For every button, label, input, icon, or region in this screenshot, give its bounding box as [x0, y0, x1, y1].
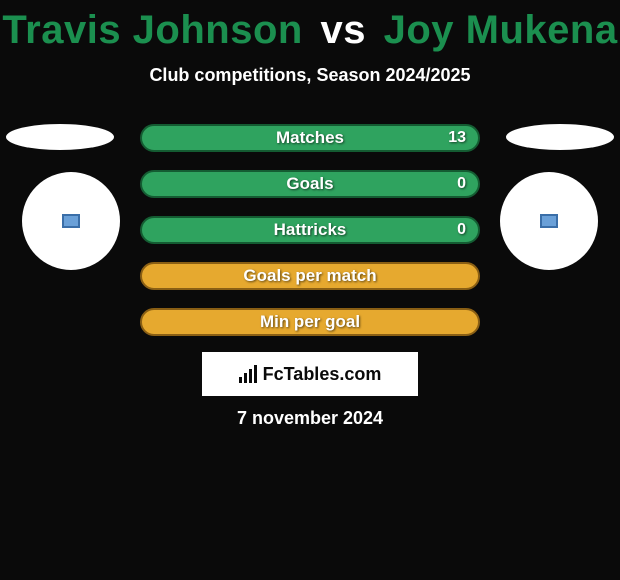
stat-bar-matches: Matches 13 — [140, 124, 480, 152]
stat-label: Min per goal — [260, 312, 360, 332]
snapshot-date: 7 november 2024 — [0, 408, 620, 429]
stat-label: Goals per match — [243, 266, 376, 286]
brand-text: FcTables.com — [263, 364, 382, 385]
subtitle: Club competitions, Season 2024/2025 — [0, 65, 620, 86]
bars-chart-icon — [239, 365, 257, 383]
comparison-title: Travis Johnson vs Joy Mukena — [0, 0, 620, 53]
stats-bars: Matches 13 Goals 0 Hattricks 0 Goals per… — [140, 124, 480, 354]
stat-label: Hattricks — [274, 220, 347, 240]
image-placeholder-icon — [62, 214, 80, 228]
stat-bar-min-per-goal: Min per goal — [140, 308, 480, 336]
ellipse-decor-right — [506, 124, 614, 150]
stat-label: Matches — [276, 128, 344, 148]
stat-label: Goals — [286, 174, 333, 194]
stat-bar-goals-per-match: Goals per match — [140, 262, 480, 290]
image-placeholder-icon — [540, 214, 558, 228]
stat-value: 0 — [457, 221, 466, 239]
player1-avatar-placeholder — [22, 172, 120, 270]
vs-text: vs — [320, 8, 366, 52]
stat-value: 13 — [448, 129, 466, 147]
stat-bar-hattricks: Hattricks 0 — [140, 216, 480, 244]
player2-name: Joy Mukena — [384, 8, 618, 52]
ellipse-decor-left — [6, 124, 114, 150]
branding-box: FcTables.com — [202, 352, 418, 396]
stat-bar-goals: Goals 0 — [140, 170, 480, 198]
stat-value: 0 — [457, 175, 466, 193]
player2-avatar-placeholder — [500, 172, 598, 270]
player1-name: Travis Johnson — [2, 8, 302, 52]
